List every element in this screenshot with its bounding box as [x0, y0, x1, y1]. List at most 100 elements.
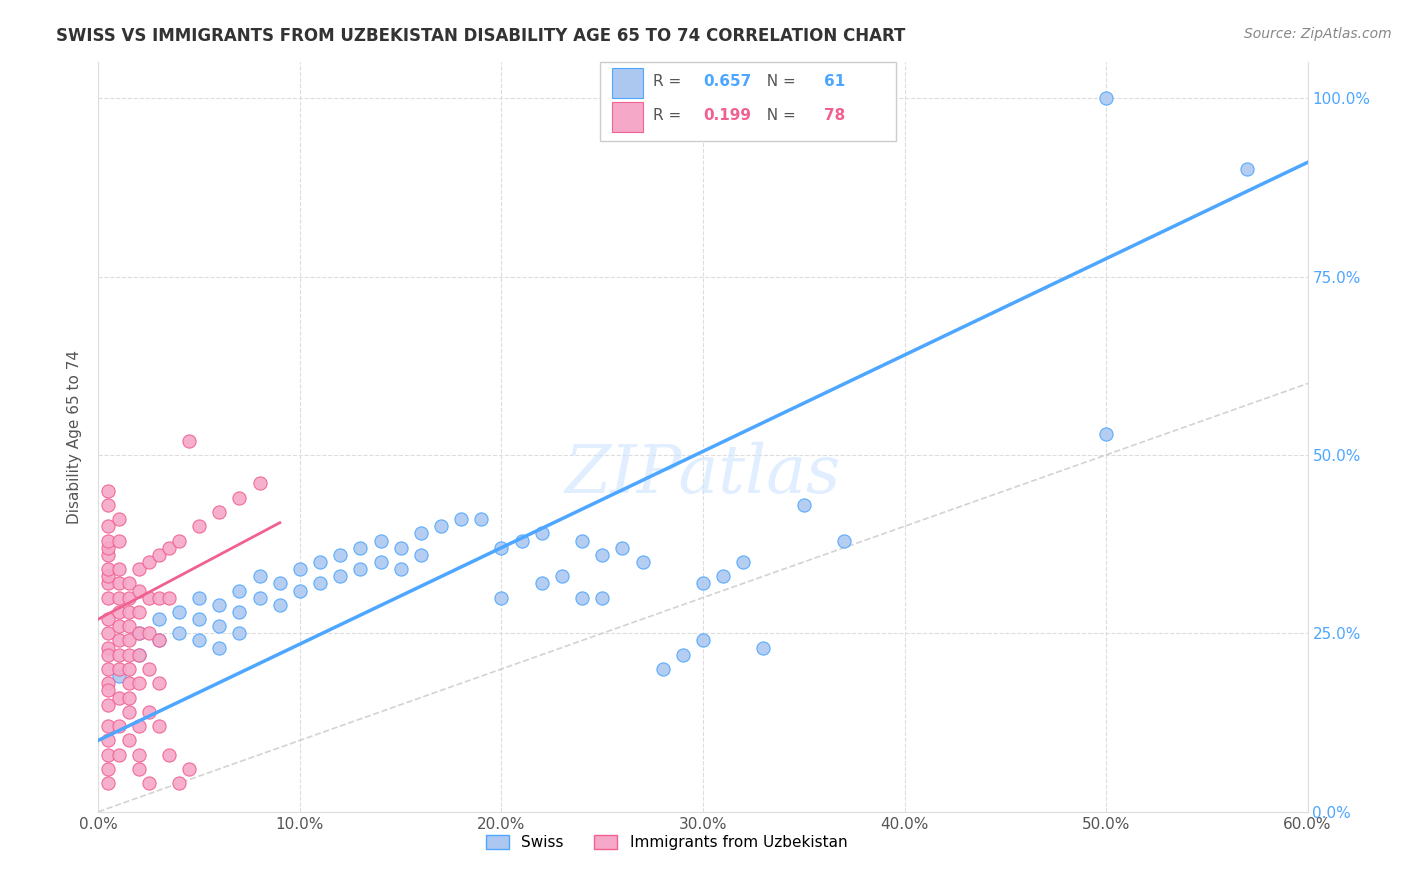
- Point: [510, 533, 533, 548]
- Point: [288, 562, 311, 576]
- Point: [107, 533, 129, 548]
- Point: [107, 512, 129, 526]
- Point: [571, 533, 593, 548]
- Point: [591, 548, 613, 562]
- Point: [1095, 91, 1118, 105]
- Point: [167, 776, 190, 790]
- Point: [97, 776, 120, 790]
- Point: [107, 747, 129, 762]
- Point: [128, 648, 150, 662]
- Point: [329, 569, 352, 583]
- Point: [491, 591, 513, 605]
- Point: [97, 640, 120, 655]
- Point: [128, 626, 150, 640]
- FancyBboxPatch shape: [600, 62, 897, 141]
- Point: [97, 762, 120, 776]
- Point: [1095, 426, 1118, 441]
- Point: [188, 612, 211, 626]
- Point: [118, 648, 141, 662]
- Point: [97, 483, 120, 498]
- Point: [148, 612, 170, 626]
- Point: [148, 719, 170, 733]
- Point: [128, 747, 150, 762]
- Point: [97, 698, 120, 712]
- Point: [530, 526, 553, 541]
- Point: [672, 648, 695, 662]
- Point: [128, 648, 150, 662]
- Point: [228, 626, 250, 640]
- Point: [107, 719, 129, 733]
- Point: [349, 562, 371, 576]
- Point: [97, 747, 120, 762]
- Point: [138, 626, 160, 640]
- Point: [148, 633, 170, 648]
- Point: [97, 591, 120, 605]
- Point: [97, 683, 120, 698]
- Point: [249, 476, 271, 491]
- Point: [97, 662, 120, 676]
- Point: [107, 633, 129, 648]
- Point: [148, 548, 170, 562]
- Point: [97, 533, 120, 548]
- Point: [107, 619, 129, 633]
- Point: [118, 591, 141, 605]
- Point: [571, 591, 593, 605]
- Text: Source: ZipAtlas.com: Source: ZipAtlas.com: [1244, 27, 1392, 41]
- Point: [530, 576, 553, 591]
- Point: [118, 633, 141, 648]
- Point: [107, 591, 129, 605]
- Point: [208, 505, 231, 519]
- Point: [692, 576, 714, 591]
- FancyBboxPatch shape: [613, 68, 643, 97]
- Point: [107, 562, 129, 576]
- Point: [118, 662, 141, 676]
- Point: [128, 562, 150, 576]
- Point: [370, 555, 392, 569]
- Text: N =: N =: [758, 108, 801, 123]
- Point: [118, 605, 141, 619]
- Point: [329, 548, 352, 562]
- Point: [309, 555, 332, 569]
- Point: [409, 526, 432, 541]
- Point: [97, 519, 120, 533]
- Point: [491, 541, 513, 555]
- Point: [138, 555, 160, 569]
- Point: [631, 555, 654, 569]
- Point: [692, 633, 714, 648]
- Point: [157, 747, 180, 762]
- Point: [370, 533, 392, 548]
- Text: R =: R =: [654, 74, 686, 88]
- Point: [157, 541, 180, 555]
- Point: [97, 626, 120, 640]
- Point: [228, 583, 250, 598]
- Point: [269, 598, 291, 612]
- Point: [711, 569, 734, 583]
- Point: [208, 619, 231, 633]
- Point: [208, 640, 231, 655]
- Point: [138, 705, 160, 719]
- Point: [450, 512, 472, 526]
- Text: SWISS VS IMMIGRANTS FROM UZBEKISTAN DISABILITY AGE 65 TO 74 CORRELATION CHART: SWISS VS IMMIGRANTS FROM UZBEKISTAN DISA…: [56, 27, 905, 45]
- Point: [128, 583, 150, 598]
- Point: [309, 576, 332, 591]
- Point: [612, 541, 634, 555]
- Point: [97, 648, 120, 662]
- Point: [107, 669, 129, 683]
- Point: [188, 519, 211, 533]
- Y-axis label: Disability Age 65 to 74: Disability Age 65 to 74: [67, 350, 83, 524]
- Point: [148, 633, 170, 648]
- Point: [97, 548, 120, 562]
- Point: [148, 676, 170, 690]
- Point: [249, 591, 271, 605]
- Point: [249, 569, 271, 583]
- Point: [157, 591, 180, 605]
- Point: [651, 662, 673, 676]
- Point: [269, 576, 291, 591]
- Point: [97, 676, 120, 690]
- Point: [107, 690, 129, 705]
- Point: [188, 633, 211, 648]
- Point: [752, 640, 775, 655]
- Point: [138, 662, 160, 676]
- Point: [138, 591, 160, 605]
- Point: [228, 605, 250, 619]
